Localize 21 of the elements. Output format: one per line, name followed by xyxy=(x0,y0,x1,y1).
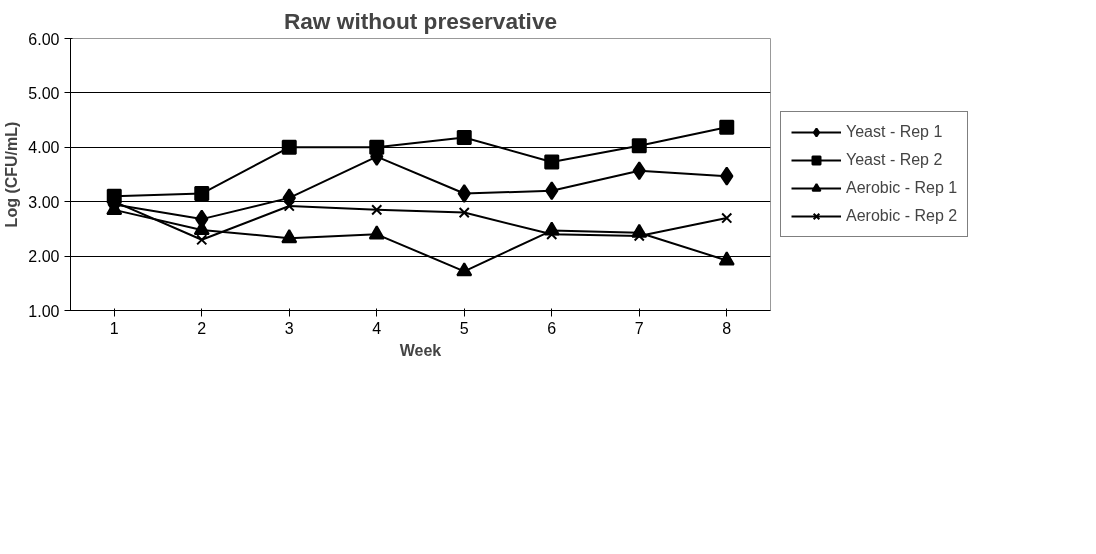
legend-label: Yeast - Rep 1 xyxy=(846,123,943,141)
legend-label: Aerobic - Rep 2 xyxy=(846,207,958,225)
chart-title: Raw without preservative xyxy=(283,7,558,34)
x-tick-label: 7 xyxy=(634,319,644,337)
y-tick-label: 5.00 xyxy=(28,84,60,102)
y-tick-label: 3.00 xyxy=(28,193,60,211)
y-tick-label: 6.00 xyxy=(28,30,60,48)
x-tick-label: 3 xyxy=(284,319,294,337)
x-tick-label: 1 xyxy=(109,319,119,337)
x-tick-label: 4 xyxy=(372,319,382,337)
y-tick-label: 1.00 xyxy=(28,302,60,320)
legend-label: Yeast - Rep 2 xyxy=(846,151,943,169)
y-tick-label: 2.00 xyxy=(28,248,60,266)
y-tick-label: 4.00 xyxy=(28,139,60,157)
x-tick-label: 6 xyxy=(547,319,557,337)
y-axis-title: Log (CFU/mL) xyxy=(3,121,21,228)
x-axis-title: Week xyxy=(399,341,442,359)
x-tick-label: 5 xyxy=(459,319,469,337)
x-tick-label: 2 xyxy=(197,319,207,337)
legend-label: Aerobic - Rep 1 xyxy=(846,179,958,197)
x-tick-label: 8 xyxy=(722,319,732,337)
